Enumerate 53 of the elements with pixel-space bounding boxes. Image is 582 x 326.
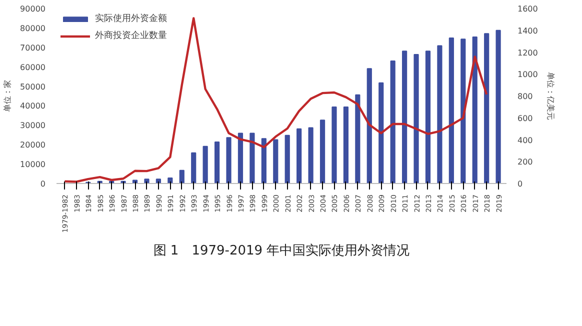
bar [343,106,349,184]
bar [273,139,278,184]
y-tick-label: 20000 [20,140,46,150]
y2-tick-label: 0 [518,180,523,188]
bar [448,38,454,184]
y2-tick-label: 1200 [518,48,538,58]
bar [238,132,244,184]
bar [191,152,196,184]
y2-tick-label: 1400 [518,26,538,36]
bar [179,170,184,184]
y2-tick-label: 800 [518,92,533,101]
bar [202,146,208,184]
bar [414,54,419,184]
bar [425,50,431,184]
bar [332,106,337,184]
bar [284,134,290,184]
bar [496,30,501,184]
y2-tick-label: 200 [518,158,533,167]
y2-tick-label: 600 [518,114,533,123]
bar [296,128,302,184]
y-tick-label: 90000 [20,4,46,14]
bar [366,68,372,184]
bar [460,38,466,184]
y-axis-title: 单位：家 [3,80,12,112]
y-tick-label: 10000 [20,160,46,170]
y-tick-label: 30000 [20,121,46,130]
bar [320,120,326,184]
y-tick-label: 80000 [20,24,46,33]
text: 图 1 1979-2019 年中国实际使用外资情况 [153,244,410,258]
bar [437,45,442,184]
y2-axis-title: 单位：亿美元 [546,72,555,120]
bar [472,36,478,184]
y2-tick-label: 1000 [518,70,538,80]
bar [402,50,408,184]
legend-label: 实际使用外资金额 [95,12,167,25]
bar [144,178,150,184]
y2-tick-label: 1600 [518,4,538,14]
y-tick-label: 40000 [20,102,46,111]
y-tick-label: 50000 [20,82,46,92]
y-tick-label: 70000 [20,43,46,52]
y2-tick-label: 400 [518,136,533,145]
y-tick-label: 0 [40,180,46,188]
bar [226,137,232,184]
bar [308,127,314,184]
legend-label: 外商投资企业数量 [95,30,167,42]
bar [355,94,360,184]
bar [378,82,384,184]
bar [250,132,255,184]
bar [484,33,490,184]
bar [261,138,266,184]
bar [214,141,220,184]
bar [390,60,396,184]
y-tick-label: 60000 [20,62,46,72]
